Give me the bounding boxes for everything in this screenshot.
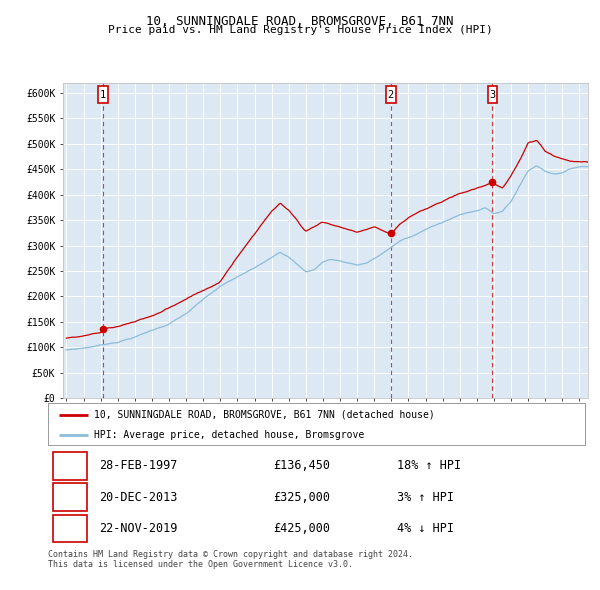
Text: 10, SUNNINGDALE ROAD, BROMSGROVE, B61 7NN (detached house): 10, SUNNINGDALE ROAD, BROMSGROVE, B61 7N…	[94, 410, 434, 420]
Text: 2: 2	[388, 90, 394, 100]
Text: HPI: Average price, detached house, Bromsgrove: HPI: Average price, detached house, Brom…	[94, 430, 364, 440]
Bar	[488, 86, 497, 103]
Bar	[386, 86, 395, 103]
Text: 1: 1	[100, 90, 106, 100]
Text: Contains HM Land Registry data © Crown copyright and database right 2024.
This d: Contains HM Land Registry data © Crown c…	[48, 550, 413, 569]
Text: 3: 3	[67, 522, 74, 535]
Text: Price paid vs. HM Land Registry's House Price Index (HPI): Price paid vs. HM Land Registry's House …	[107, 25, 493, 35]
Bar	[53, 453, 86, 480]
Text: £136,450: £136,450	[274, 460, 331, 473]
Text: 10, SUNNINGDALE ROAD, BROMSGROVE, B61 7NN: 10, SUNNINGDALE ROAD, BROMSGROVE, B61 7N…	[146, 15, 454, 28]
Bar	[53, 483, 86, 511]
Bar	[53, 514, 86, 542]
Text: 3% ↑ HPI: 3% ↑ HPI	[397, 490, 454, 504]
Text: 22-NOV-2019: 22-NOV-2019	[99, 522, 178, 535]
Text: 20-DEC-2013: 20-DEC-2013	[99, 490, 178, 504]
Text: 2: 2	[67, 490, 74, 504]
Text: £325,000: £325,000	[274, 490, 331, 504]
Text: 1: 1	[67, 460, 74, 473]
Text: 28-FEB-1997: 28-FEB-1997	[99, 460, 178, 473]
Text: 4% ↓ HPI: 4% ↓ HPI	[397, 522, 454, 535]
Text: 3: 3	[489, 90, 496, 100]
Text: £425,000: £425,000	[274, 522, 331, 535]
Bar	[98, 86, 108, 103]
Text: 18% ↑ HPI: 18% ↑ HPI	[397, 460, 461, 473]
